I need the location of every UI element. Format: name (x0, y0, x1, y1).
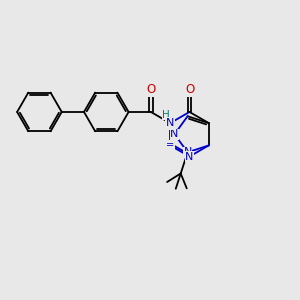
Text: O: O (185, 83, 194, 96)
Text: O: O (146, 83, 155, 96)
Text: N: N (166, 118, 174, 128)
Text: H: H (163, 110, 170, 120)
Text: N: N (170, 129, 179, 139)
Text: N: N (185, 152, 194, 161)
Text: N: N (183, 147, 192, 157)
Text: =: = (166, 140, 174, 150)
Text: N: N (185, 152, 194, 161)
Text: N: N (166, 117, 175, 130)
Text: O: O (185, 83, 194, 96)
Text: N: N (166, 118, 174, 128)
Text: N: N (166, 117, 175, 130)
Text: H: H (163, 109, 170, 119)
